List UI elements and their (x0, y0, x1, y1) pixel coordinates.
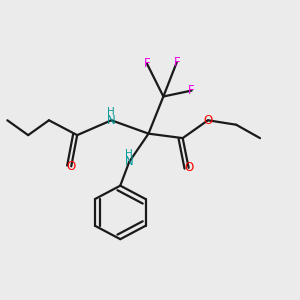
Text: F: F (173, 56, 180, 69)
Text: F: F (188, 84, 195, 97)
Text: O: O (67, 160, 76, 173)
Text: H: H (125, 149, 133, 160)
Text: O: O (184, 161, 193, 174)
Text: N: N (107, 114, 116, 127)
Text: O: O (203, 114, 213, 127)
Text: F: F (144, 57, 150, 70)
Text: N: N (125, 155, 134, 168)
Text: H: H (107, 107, 115, 117)
